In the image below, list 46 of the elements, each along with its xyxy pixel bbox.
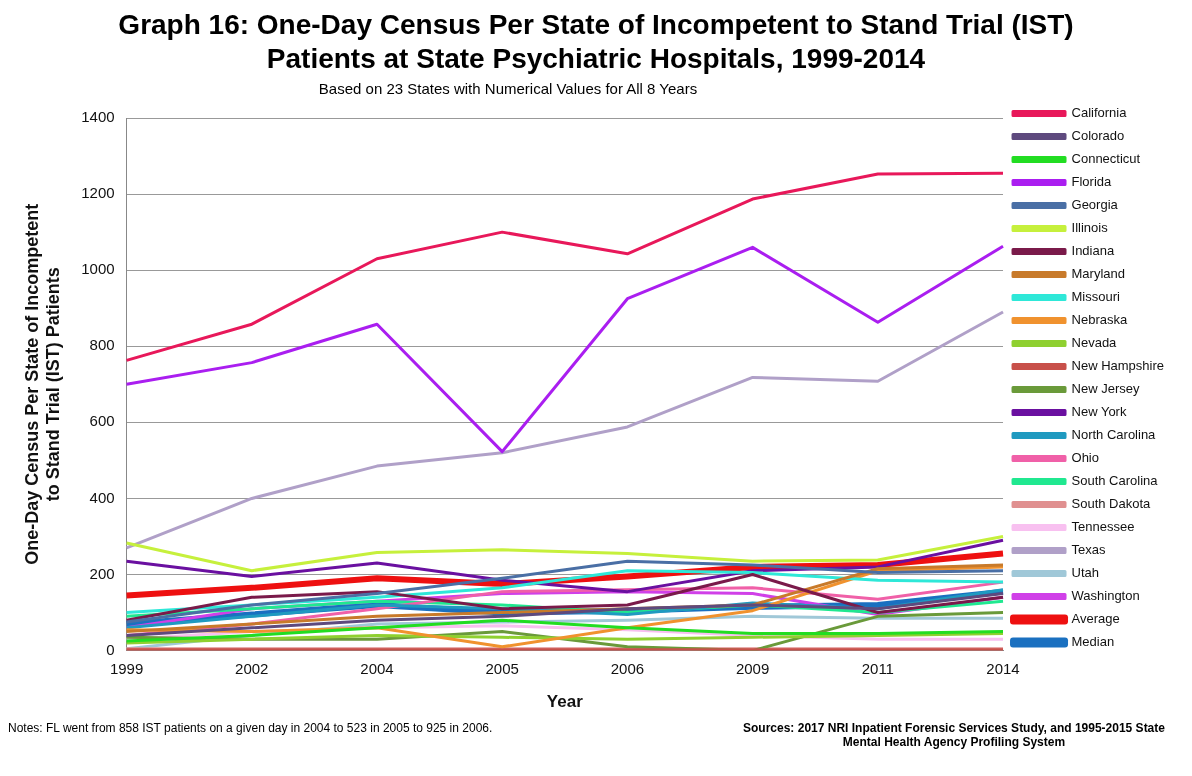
x-tick-label: 2009 bbox=[735, 659, 770, 677]
legend-label: Colorado bbox=[1071, 128, 1125, 144]
legend-label: North Carolina bbox=[1071, 427, 1157, 443]
y-tick-label: 400 bbox=[89, 488, 115, 506]
legend-label: Nebraska bbox=[1071, 312, 1128, 328]
x-tick-label: 1999 bbox=[109, 659, 144, 677]
y-axis-title: One-Day Census Per State of Incompetent to Stand Trial (IST) Patients bbox=[21, 203, 64, 565]
legend-label: Indiana bbox=[1071, 243, 1115, 259]
y-tick-label: 1200 bbox=[81, 184, 115, 202]
legend-label: Ohio bbox=[1071, 450, 1099, 466]
y-tick-label: 600 bbox=[89, 412, 115, 430]
text: Notes: FL went from 858 IST patients on a given day in 2004 to 523 in 2005 to 925 in 2006. bbox=[8, 721, 493, 737]
legend-label: Texas bbox=[1071, 542, 1106, 558]
x-tick-label: 2006 bbox=[610, 659, 645, 677]
legend-label: Nevada bbox=[1071, 335, 1118, 351]
y-tick-label: 800 bbox=[89, 336, 115, 354]
legend-label: Median bbox=[1071, 634, 1115, 650]
chart-title: Graph 16: One-Day Census Per State of Incompetent to Stand Trial (IST) Patients at State Psychiatric Hospitals, 1999-2014 bbox=[117, 8, 1075, 76]
legend-label: Average bbox=[1071, 611, 1120, 627]
y-tick-label: 1400 bbox=[81, 108, 115, 126]
legend-label: Utah bbox=[1071, 565, 1099, 581]
legend-label: New Jersey bbox=[1071, 381, 1140, 397]
chart-subtitle: Based on 23 States with Numerical Values for All 8 Years bbox=[317, 80, 699, 97]
legend-label: South Dakota bbox=[1071, 496, 1152, 512]
legend-label: Georgia bbox=[1071, 197, 1119, 213]
legend-label: New Hampshire bbox=[1071, 358, 1165, 374]
x-tick-label: 2005 bbox=[485, 659, 519, 677]
x-tick-label: 2011 bbox=[861, 659, 894, 677]
legend-label: Illinois bbox=[1071, 220, 1109, 236]
y-tick-label: 200 bbox=[89, 564, 115, 582]
y-tick-label: 0 bbox=[106, 640, 115, 658]
legend-label: California bbox=[1071, 105, 1128, 121]
legend-label: Florida bbox=[1071, 174, 1113, 190]
legend-label: Tennessee bbox=[1071, 519, 1135, 535]
y-tick-label: 1000 bbox=[81, 260, 115, 278]
legend-label: Connecticut bbox=[1071, 151, 1141, 167]
legend-label: Missouri bbox=[1071, 289, 1121, 305]
legend-label: South Carolina bbox=[1071, 473, 1159, 489]
legend-label: Maryland bbox=[1071, 266, 1125, 282]
x-axis-title: Year bbox=[546, 692, 584, 712]
x-tick-label: 2002 bbox=[235, 659, 269, 677]
legend-label: New York bbox=[1071, 404, 1127, 420]
source-note: Sources: 2017 NRI Inpatient Forensic Services Study, and 1995-2015 State Mental Health Agency Profiling System bbox=[742, 721, 1166, 749]
x-tick-label: 2014 bbox=[986, 659, 1020, 677]
legend-label: Washington bbox=[1071, 588, 1140, 604]
x-tick-label: 2004 bbox=[360, 659, 394, 677]
